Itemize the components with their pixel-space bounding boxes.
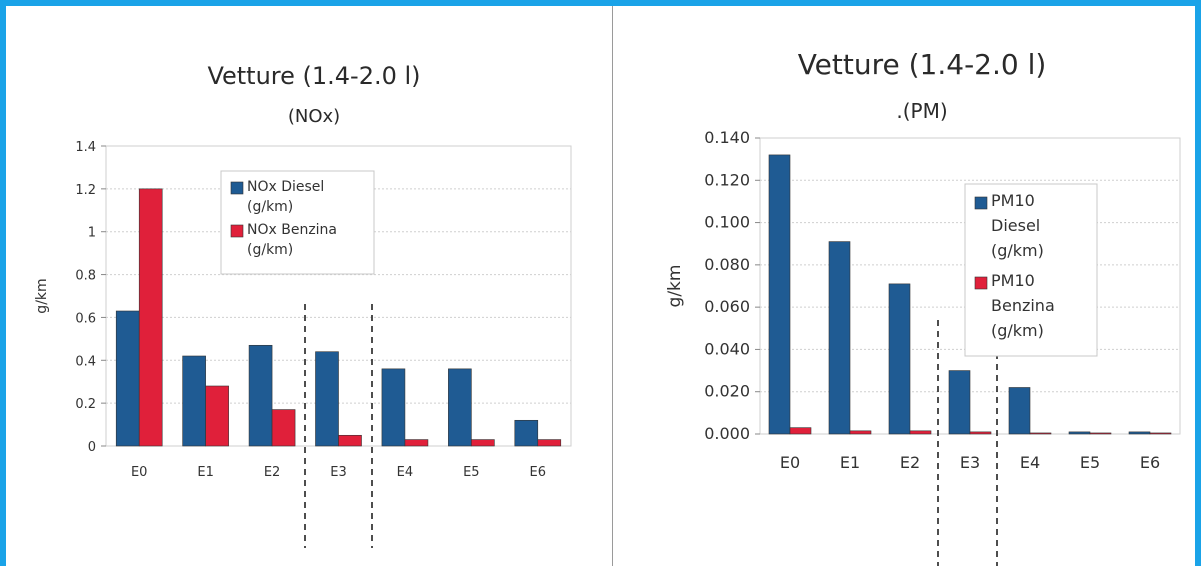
nox-chart-panel: Vetture (1.4-2.0 l) (NOx) 0 0.2 0.4 0.6 0.8 1 1.…	[6, 6, 608, 566]
diesel-bar-e0	[768, 154, 791, 435]
x-tick-label: E0	[780, 453, 800, 472]
x-tick-label: E2	[264, 465, 281, 480]
diesel-bar-e3	[948, 370, 971, 435]
y-axis-label: g/km	[665, 265, 685, 308]
benzina-bar-e0	[789, 427, 812, 435]
legend-entry-text: (g/km)	[991, 241, 1044, 260]
benzina-bar-e4	[404, 439, 429, 447]
y-axis-label: g/km	[34, 278, 50, 313]
chart-subtitle: (NOx)	[288, 106, 340, 127]
legend-entry-text: NOx Benzina	[247, 222, 337, 238]
benzina-bar-e3	[338, 434, 362, 447]
y-tick-label: 1.4	[75, 140, 96, 155]
x-tick-label: E6	[1140, 453, 1160, 472]
y-tick-label: 0.080	[704, 255, 750, 274]
pm-chart-panel: Vetture (1.4-2.0 l) .(PM) 0.000 0.020 0.040 0…	[620, 6, 1195, 566]
benzina-bar-e4	[1029, 432, 1052, 435]
chart-title: Vetture (1.4-2.0 l)	[798, 48, 1047, 81]
legend-entry-text: Diesel	[991, 216, 1040, 235]
diesel-bar-e6	[514, 419, 539, 447]
x-tick-label: E1	[197, 465, 214, 480]
diesel-bar-e2	[888, 283, 911, 435]
chart-subtitle: .(PM)	[896, 99, 947, 123]
legend-box	[220, 170, 375, 275]
legend-entry-text: (g/km)	[247, 199, 293, 215]
x-tick-label: E5	[1080, 453, 1100, 472]
y-tick-label: 0.060	[704, 297, 750, 316]
legend-entry-text: PM10	[991, 271, 1035, 290]
legend-entry-text: PM10	[991, 191, 1035, 210]
diesel-bar-e1	[182, 355, 206, 447]
legend-swatch	[230, 224, 244, 238]
diesel-bar-e2	[248, 344, 273, 447]
diesel-bar-e0	[115, 310, 140, 447]
x-tick-label: E6	[530, 465, 547, 480]
pm-chart: Vetture (1.4-2.0 l) .(PM) 0.000 0.020 0.040 0…	[665, 48, 1181, 566]
benzina-bar-e0	[138, 188, 163, 447]
x-tick-label: E1	[840, 453, 860, 472]
benzina-bar-e2	[271, 409, 296, 447]
panel-divider	[612, 6, 613, 566]
y-tick-label: 0.8	[75, 269, 96, 284]
legend-swatch	[230, 181, 244, 195]
y-tick-label: 0.020	[704, 382, 750, 401]
y-tick-label: 0.4	[75, 354, 96, 369]
x-tick-label: E4	[1020, 453, 1040, 472]
y-tick-label: 0.040	[704, 339, 750, 358]
x-tick-label: E3	[330, 465, 347, 480]
legend-box	[964, 183, 1098, 357]
legend-entry-text: (g/km)	[991, 321, 1044, 340]
legend-entry-text: NOx Diesel	[247, 179, 324, 195]
x-tick-label: E0	[131, 465, 148, 480]
slide-frame: Vetture (1.4-2.0 l) (NOx) 0 0.2 0.4 0.6 0.8 1 1.…	[6, 6, 1195, 566]
y-tick-label: 0.120	[704, 170, 750, 189]
x-tick-label: E4	[397, 465, 414, 480]
y-tick-label: 0.6	[75, 311, 96, 326]
y-tick-label: 0	[88, 440, 96, 455]
x-tick-label: E5	[463, 465, 480, 480]
y-tick-label: 0.2	[75, 397, 96, 412]
benzina-bar-e6	[537, 439, 562, 447]
diesel-bar-e4	[1008, 387, 1031, 435]
y-tick-label: 0.000	[704, 424, 750, 443]
y-tick-label: 1.2	[75, 183, 96, 198]
diesel-bar-e5	[1068, 431, 1091, 435]
benzina-bar-e1	[205, 385, 229, 447]
benzina-bar-e3	[969, 431, 992, 435]
diesel-bar-e1	[828, 241, 851, 435]
chart-title: Vetture (1.4-2.0 l)	[207, 62, 420, 90]
legend-entry-text: Benzina	[991, 296, 1055, 315]
legend-swatch	[974, 276, 988, 290]
legend-swatch	[974, 196, 988, 210]
nox-chart: Vetture (1.4-2.0 l) (NOx) 0 0.2 0.4 0.6 0.8 1 1.…	[34, 62, 572, 548]
y-tick-label: 1	[88, 226, 96, 241]
x-tick-label: E3	[960, 453, 980, 472]
benzina-bar-e2	[909, 430, 932, 435]
benzina-bar-e1	[849, 430, 872, 435]
legend-entry-text: (g/km)	[247, 242, 293, 258]
y-tick-label: 0.100	[704, 213, 750, 232]
benzina-bar-e5	[1089, 432, 1112, 435]
y-tick-label: 0.140	[704, 128, 750, 147]
diesel-bar-e5	[448, 368, 472, 447]
benzina-bar-e6	[1149, 432, 1172, 435]
x-tick-label: E2	[900, 453, 920, 472]
benzina-bar-e5	[471, 439, 495, 447]
diesel-bar-e4	[381, 368, 406, 447]
diesel-bar-e3	[315, 351, 339, 447]
diesel-bar-e6	[1128, 431, 1151, 435]
